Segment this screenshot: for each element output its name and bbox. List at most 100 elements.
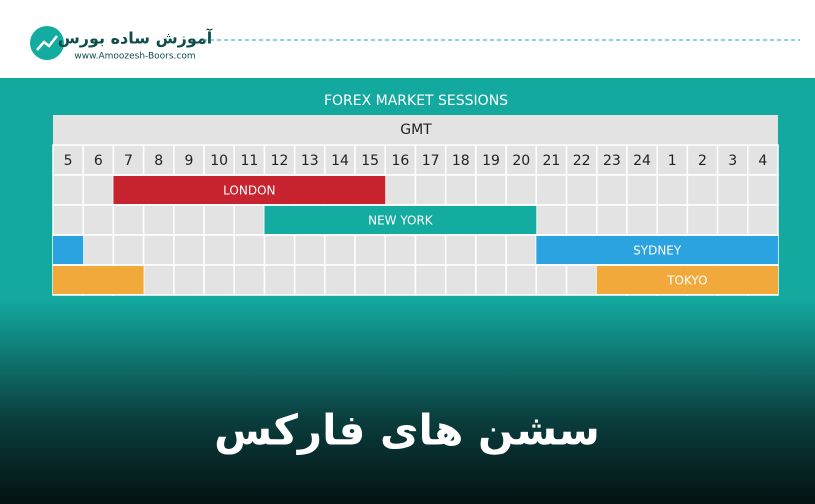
grid-cell: [444, 264, 477, 296]
grid-cell: [52, 174, 84, 206]
session-bar: [264, 206, 537, 234]
grid-cell: [686, 144, 719, 176]
grid-cell: [233, 204, 266, 236]
session-bar: [53, 266, 144, 294]
hour-label: 13: [301, 153, 319, 169]
hour-label: 21: [543, 153, 561, 169]
grid-cell: [203, 234, 236, 266]
grid-cell: [596, 174, 628, 206]
hour-label: 23: [603, 153, 621, 169]
session-name: NEW YORK: [368, 214, 434, 228]
grid-cell: [384, 234, 417, 266]
session-bar: [113, 176, 386, 204]
session-bar: [596, 266, 778, 294]
grid-cell: [596, 204, 628, 236]
grid-cell: [475, 144, 507, 176]
chart-title: FOREX MARKET SESSIONS: [324, 93, 508, 109]
grid-cell: [716, 174, 749, 206]
grid-cell: [535, 174, 568, 206]
grid-cell: [233, 264, 266, 296]
grid-cell: [565, 204, 598, 236]
grid-cell: [596, 144, 628, 176]
grid-cell: [173, 234, 205, 266]
grid-cell: [414, 264, 447, 296]
grid-cell: [505, 174, 538, 206]
grid-cell: [444, 174, 477, 206]
grid-cell: [716, 204, 749, 236]
grid-cell: [142, 264, 175, 296]
hour-label: 2: [698, 153, 707, 169]
grid-cell: [626, 174, 658, 206]
hour-label: 1: [668, 153, 677, 169]
grid-cell: [565, 264, 598, 296]
grid-cell: [686, 204, 719, 236]
grid-cell: [354, 234, 387, 266]
hour-label: 3: [728, 153, 737, 169]
grid-cell: [173, 264, 205, 296]
grid-cell: [747, 144, 779, 176]
grid-cell: [293, 264, 326, 296]
hour-label: 24: [633, 153, 651, 169]
hour-label: 11: [240, 153, 258, 169]
headline: سشن های فارکس: [214, 406, 600, 456]
grid-cell: [324, 264, 356, 296]
hour-label: 22: [573, 153, 591, 169]
grid-cell: [505, 234, 538, 266]
grid-cell: [384, 174, 417, 206]
grid-cell: [112, 144, 145, 176]
hour-label: 15: [361, 153, 379, 169]
grid-cell: [324, 144, 356, 176]
grid-cell: [324, 234, 356, 266]
grid-cell: [414, 174, 447, 206]
grid-cell: [112, 204, 145, 236]
logo-name: آموزش ساده بورس: [58, 28, 213, 48]
grid-cell: [626, 204, 658, 236]
grid-cell: [565, 174, 598, 206]
hour-label: 7: [124, 153, 133, 169]
grid-cell: [475, 174, 507, 206]
hour-label: 17: [422, 153, 440, 169]
hour-label: 8: [154, 153, 163, 169]
grid-cell: [354, 144, 387, 176]
hour-label: 14: [331, 153, 349, 169]
grid-cell: [656, 174, 689, 206]
grid-cell: [203, 144, 236, 176]
session-bar: [53, 236, 84, 264]
grid-cell: [656, 204, 689, 236]
grid-cell: [233, 234, 266, 266]
grid-cell: [112, 234, 145, 266]
grid-cell: [716, 144, 749, 176]
grid-cell: [82, 234, 115, 266]
grid-cell: [263, 264, 296, 296]
hour-label: 20: [512, 153, 530, 169]
hour-label: 4: [758, 153, 767, 169]
grid-cell: [414, 234, 447, 266]
grid-cell: [686, 174, 719, 206]
grid-cell: [505, 144, 538, 176]
session-name: TOKYO: [666, 274, 707, 288]
grid-cell: [52, 204, 84, 236]
hour-label: 19: [482, 153, 500, 169]
grid-cell: [142, 204, 175, 236]
grid-cell: [203, 204, 236, 236]
grid-cell: [444, 234, 477, 266]
grid-cell: [263, 234, 296, 266]
grid-cell: [535, 204, 568, 236]
grid-cell: [505, 264, 538, 296]
grid-cell: [173, 204, 205, 236]
grid-cell: [535, 264, 568, 296]
grid-cell: [475, 264, 507, 296]
hour-label: 16: [391, 153, 409, 169]
grid-cell: [475, 234, 507, 266]
grid-cell: [203, 264, 236, 296]
grid-cell: [354, 264, 387, 296]
grid-cell: [82, 174, 115, 206]
grid-cell: [293, 234, 326, 266]
hour-label: 12: [271, 153, 289, 169]
session-bar: [536, 236, 778, 264]
grid-cell: [82, 204, 115, 236]
grid-cell: [142, 234, 175, 266]
hour-label: 5: [64, 153, 73, 169]
